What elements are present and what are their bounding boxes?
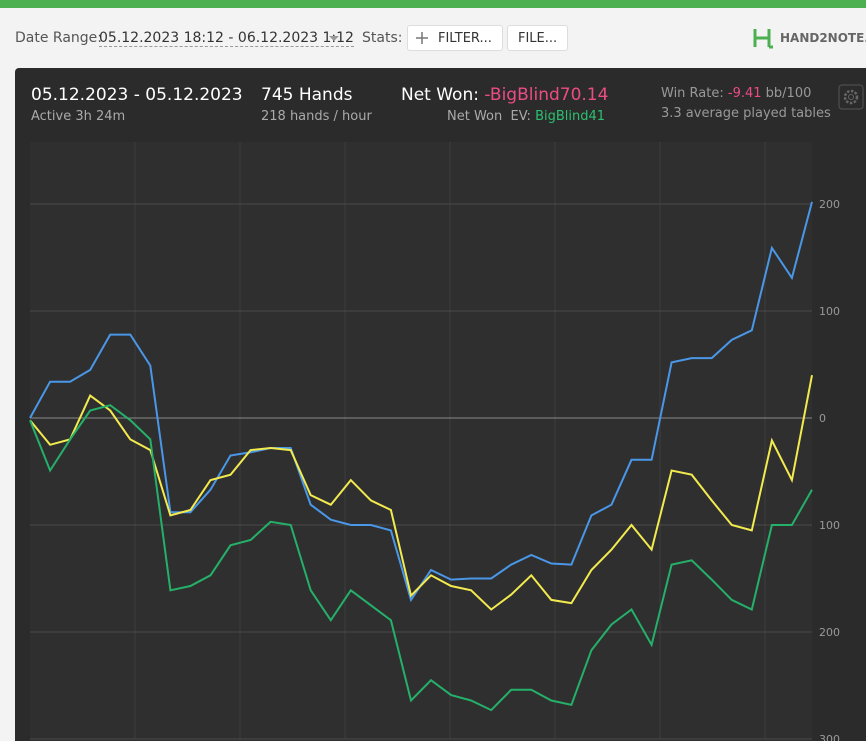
active-time: Active 3h 24m [31, 109, 126, 124]
hands-per-hour: 218 hands / hour [261, 109, 372, 124]
y-tick-label: 200 [819, 626, 840, 639]
y-tick-label: 200 [819, 198, 840, 211]
net-won-value: -BigBlind70.14 [484, 85, 609, 105]
net-won-ev: Net Won EV: BigBlind41 [447, 109, 605, 124]
hands: 745 Hands [261, 85, 353, 105]
file-text: FILE... [518, 31, 558, 46]
tables: 3.3 average played tables [661, 106, 831, 121]
y-tick-label: 100 [819, 519, 840, 532]
net-won: Net Won: -BigBlind70.14 [401, 85, 608, 105]
filter-text: FILTER... [438, 31, 492, 46]
win-rate: Win Rate: -9.41 bb/100 [661, 86, 811, 101]
win-rate-unit: bb/100 [765, 86, 812, 101]
date-range-label: Date Range: [15, 30, 103, 46]
win-rate-label: Win Rate: [661, 86, 724, 101]
logo-text: HAND2NOTE.COM [780, 31, 866, 45]
top-bar [0, 0, 866, 8]
y-tick-label: 0 [819, 412, 826, 425]
series-line [29, 404, 813, 712]
chart: 300 200 100 0 100 200 [29, 142, 840, 741]
date-range[interactable]: 05.12.2023 18:12 - 06.12.2023 1:12 [99, 30, 354, 47]
dropdown-arrow[interactable] [328, 35, 340, 43]
stats-label: Stats: [362, 30, 403, 46]
net-won-label: Net Won: [401, 85, 479, 105]
plot-area [30, 142, 812, 741]
logo-icon [753, 29, 773, 49]
file-button[interactable]: FILE... [507, 25, 569, 51]
win-rate-value: -9.41 [727, 86, 762, 101]
y-tick-label: 100 [819, 305, 840, 318]
date: 05.12.2023 - 05.12.2023 [31, 85, 243, 105]
net-won-ev-value: BigBlind41 [535, 109, 606, 124]
settings-button[interactable] [838, 84, 864, 110]
net-won-ev-label: Net Won EV: [447, 109, 531, 124]
series-line [29, 375, 813, 611]
plus-icon [416, 32, 428, 44]
y-tick-label: 300 [819, 733, 840, 741]
